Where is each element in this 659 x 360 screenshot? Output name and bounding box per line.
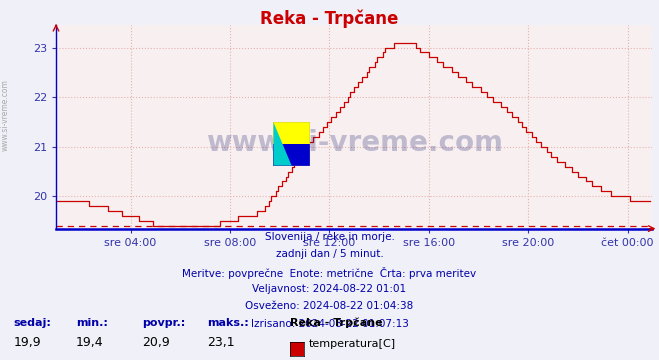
Polygon shape	[273, 122, 310, 144]
Text: sedaj:: sedaj:	[13, 318, 51, 328]
Text: zadnji dan / 5 minut.: zadnji dan / 5 minut.	[275, 249, 384, 260]
Text: 19,4: 19,4	[76, 336, 103, 349]
Text: povpr.:: povpr.:	[142, 318, 185, 328]
Text: www.si-vreme.com: www.si-vreme.com	[206, 129, 503, 157]
Text: Reka - Trpčane: Reka - Trpčane	[260, 9, 399, 27]
Text: Meritve: povprečne  Enote: metrične  Črta: prva meritev: Meritve: povprečne Enote: metrične Črta:…	[183, 267, 476, 279]
Text: 19,9: 19,9	[13, 336, 41, 349]
Text: 20,9: 20,9	[142, 336, 169, 349]
Polygon shape	[273, 144, 310, 166]
Text: min.:: min.:	[76, 318, 107, 328]
Text: Slovenija / reke in morje.: Slovenija / reke in morje.	[264, 232, 395, 242]
Text: Reka - Trpčane: Reka - Trpčane	[290, 317, 383, 328]
Text: Veljavnost: 2024-08-22 01:01: Veljavnost: 2024-08-22 01:01	[252, 284, 407, 294]
Text: Osveženo: 2024-08-22 01:04:38: Osveženo: 2024-08-22 01:04:38	[245, 301, 414, 311]
Text: Izrisano: 2024-08-22 01:07:13: Izrisano: 2024-08-22 01:07:13	[250, 319, 409, 329]
Text: temperatura[C]: temperatura[C]	[308, 339, 395, 349]
Polygon shape	[273, 122, 291, 166]
Text: 23,1: 23,1	[208, 336, 235, 349]
Text: maks.:: maks.:	[208, 318, 249, 328]
Text: www.si-vreme.com: www.si-vreme.com	[1, 79, 10, 151]
